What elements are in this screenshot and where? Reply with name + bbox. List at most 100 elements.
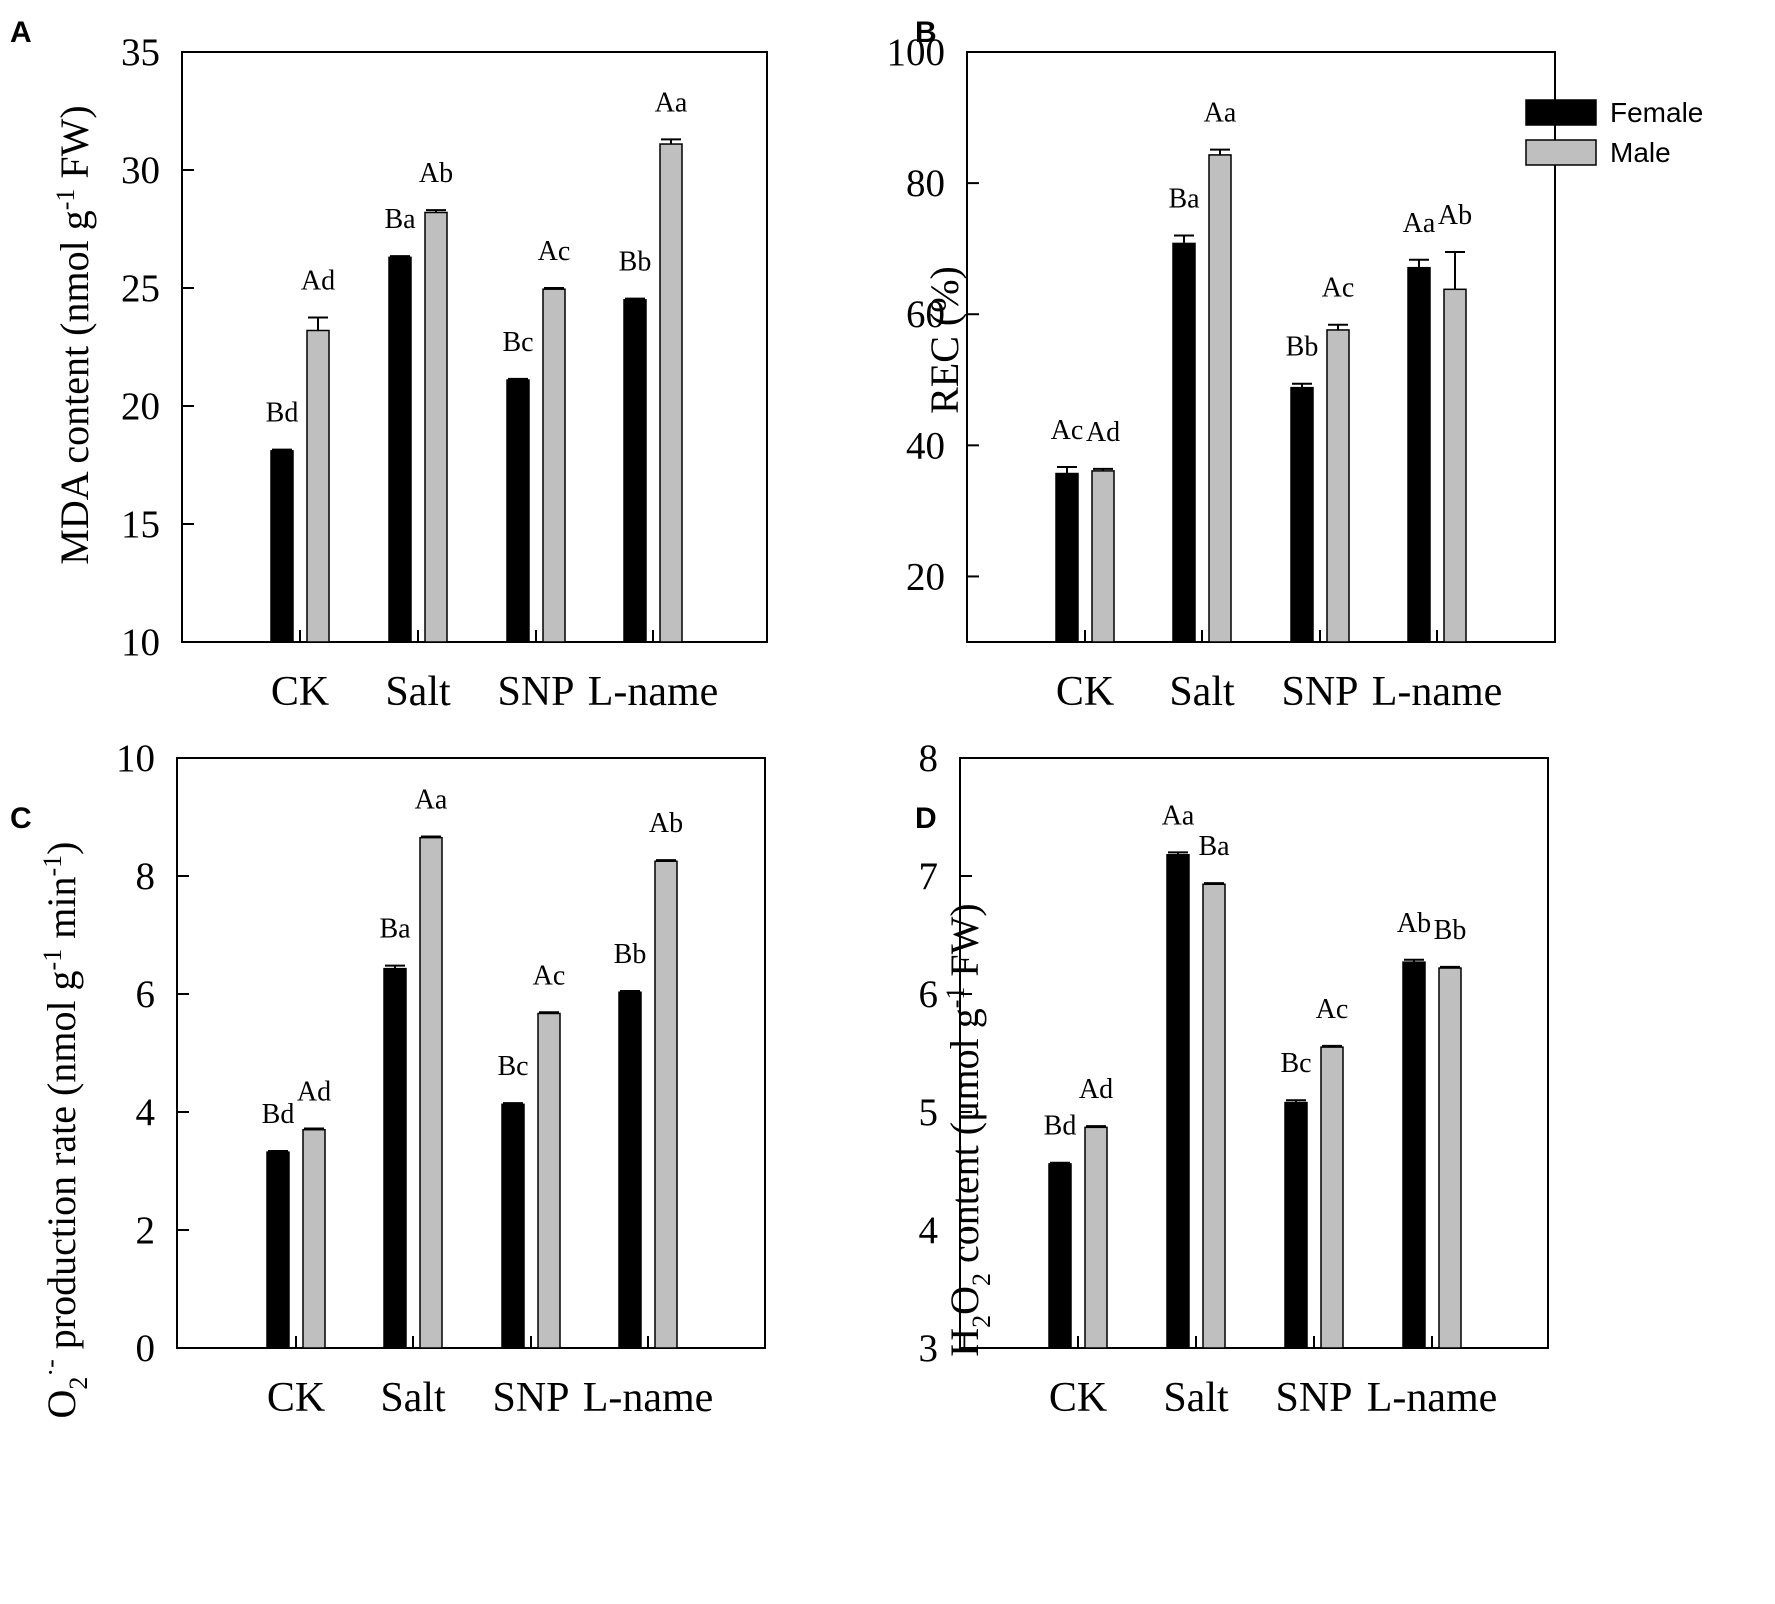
bar-annotation-female-a: Bb	[619, 247, 652, 278]
category-label-b: Salt	[1169, 669, 1235, 715]
error-bar-female-d	[1286, 1099, 1306, 1103]
bar-female-d	[1402, 961, 1426, 1349]
bar-male-a	[542, 288, 566, 643]
error-bar-male-c	[304, 1127, 324, 1130]
error-bar-female-d	[1168, 851, 1188, 855]
category-label-c: L-name	[583, 1375, 714, 1421]
bar-male-d	[1202, 883, 1226, 1349]
category-label-b: SNP	[1281, 669, 1358, 715]
bar-annotation-male-b: Ad	[1086, 417, 1120, 448]
bar-annotation-male-a: Ac	[538, 236, 571, 267]
error-bar-female-b	[1292, 382, 1312, 388]
bar-annotation-female-c: Bc	[497, 1051, 528, 1082]
bar-male-a	[306, 329, 330, 643]
bar-annotation-female-d: Aa	[1162, 800, 1195, 831]
plot-area-d: 3 4 5 6 7 8 CK Salt SNP L-name Bd Aa Bc Ab Ad Ba Ac Bb	[919, 737, 1549, 1421]
y-tick-label-c: 2	[136, 1209, 156, 1252]
bar-annotation-female-d: Ab	[1397, 908, 1431, 939]
plot-area-c: 0 2 4 6 8 10 CK Salt SNP L-name Bd Ba Bc Bb Ad Aa Ac Ab	[116, 737, 766, 1421]
error-bar-male-a	[544, 287, 564, 290]
error-bar-male-b	[1328, 323, 1348, 330]
y-tick-label-a: 10	[121, 621, 160, 664]
panel-letter-c: C	[10, 802, 32, 835]
bar-annotation-male-d: Ad	[1079, 1074, 1113, 1105]
bar-male-b	[1326, 329, 1350, 643]
panel-letter-b: B	[915, 16, 937, 49]
category-label-c: Salt	[380, 1375, 446, 1421]
bar-female-a	[506, 379, 530, 643]
error-bar-male-b	[1093, 467, 1113, 471]
plot-area-b: 20 40 60 80 100 CK Salt SNP L-name Ac Ba Bb Aa Ad Aa Ac…	[887, 31, 1556, 715]
y-axis-label-d: H2O2 content (μmol g-1 FW)	[941, 903, 996, 1357]
bar-female-d	[1284, 1101, 1308, 1349]
error-bar-male-a	[426, 209, 446, 213]
error-bar-female-d	[1404, 958, 1424, 963]
bar-male-b	[1443, 288, 1467, 643]
bar-male-d	[1320, 1046, 1344, 1349]
y-tick-label-d: 3	[919, 1327, 939, 1370]
bar-female-c	[618, 991, 642, 1349]
plot-frame-b	[966, 51, 1556, 643]
error-bar-male-b	[1210, 148, 1230, 155]
bar-male-b	[1091, 470, 1115, 643]
bar-annotation-female-d: Bd	[1044, 1111, 1077, 1142]
bar-annotation-male-d: Bb	[1434, 915, 1467, 946]
category-label-c: SNP	[492, 1375, 569, 1421]
bar-annotation-female-a: Bd	[266, 398, 299, 429]
bar-female-d	[1166, 854, 1190, 1349]
y-tick-label-a: 35	[121, 31, 160, 74]
error-bar-male-c	[421, 835, 441, 838]
error-bar-female-d	[1050, 1161, 1070, 1164]
bar-male-c	[419, 836, 443, 1349]
bar-female-c	[266, 1151, 290, 1349]
bar-female-d	[1048, 1163, 1072, 1349]
plot-frame-c	[176, 757, 766, 1349]
y-axis-label-a: MDA content (nmol g-1 FW)	[51, 105, 97, 564]
plot-area-a: 10 15 20 25 30 35 CK Salt SNP L-name Bd Ba Bc Bb Ad Ab A…	[121, 31, 768, 715]
category-label-d: L-name	[1367, 1375, 1498, 1421]
y-tick-label-b: 80	[906, 162, 945, 205]
y-tick-label-c: 4	[136, 1091, 156, 1134]
bar-annotation-female-c: Bd	[262, 1099, 295, 1130]
bar-annotation-male-b: Ab	[1438, 200, 1472, 231]
error-bar-male-b	[1445, 250, 1465, 290]
y-tick-label-c: 10	[116, 737, 155, 780]
bar-annotation-male-a: Ad	[301, 266, 335, 297]
panel-c: C 0 2 4 6 8 10 CK Salt SNP L-name Bd Ba Bc Bb Ad Aa Ac Ab…	[10, 737, 766, 1421]
legend: Female Male	[1525, 97, 1703, 168]
y-tick-label-b: 40	[906, 424, 945, 467]
bar-male-c	[302, 1128, 326, 1349]
error-bar-male-d	[1322, 1044, 1342, 1048]
error-bar-male-d	[1204, 882, 1224, 885]
bar-annotation-male-b: Ac	[1322, 273, 1355, 304]
error-bar-female-b	[1057, 465, 1077, 474]
category-label-d: Salt	[1163, 1375, 1229, 1421]
error-bar-female-a	[508, 377, 528, 381]
bar-female-c	[501, 1103, 525, 1349]
bar-annotation-female-c: Ba	[379, 914, 411, 945]
legend-swatch-female	[1525, 99, 1597, 126]
bar-annotation-male-c: Ad	[297, 1077, 331, 1108]
bar-male-c	[654, 860, 678, 1349]
bar-annotation-female-b: Bb	[1286, 332, 1319, 363]
bar-female-a	[623, 299, 647, 643]
y-tick-label-d: 4	[919, 1209, 939, 1252]
panel-letter-d: D	[915, 802, 937, 835]
bar-annotation-male-b: Aa	[1204, 98, 1237, 129]
category-label-a: Salt	[385, 669, 451, 715]
y-tick-label-b: 60	[906, 293, 945, 336]
y-tick-label-a: 15	[121, 503, 160, 546]
plot-frame-a	[181, 51, 768, 643]
bar-female-b	[1172, 242, 1196, 643]
error-bar-male-d	[1086, 1125, 1106, 1128]
bar-male-a	[424, 211, 448, 643]
legend-swatch-male	[1525, 139, 1597, 166]
legend-label-female: Female	[1610, 97, 1703, 128]
bar-male-d	[1084, 1126, 1108, 1349]
error-bar-female-a	[390, 255, 410, 258]
error-bar-female-c	[268, 1149, 288, 1153]
error-bar-female-b	[1174, 234, 1194, 244]
error-bar-female-c	[385, 964, 405, 969]
legend-label-male: Male	[1610, 137, 1671, 168]
